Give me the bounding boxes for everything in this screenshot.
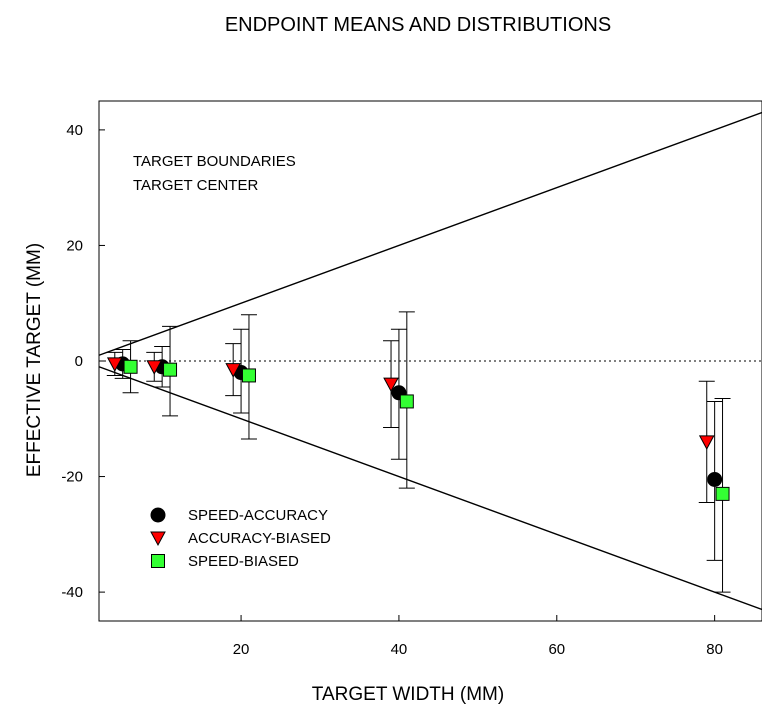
legend-marker-accuracy-biased xyxy=(150,531,166,547)
x-tick-label: 40 xyxy=(391,641,408,658)
y-tick-label: 20 xyxy=(66,237,83,254)
y-tick-label: 40 xyxy=(66,122,83,139)
y-tick-label: 0 xyxy=(75,353,83,370)
speed-biased-point xyxy=(241,368,256,383)
y-tick-label: -40 xyxy=(61,584,83,601)
annotation-target-boundaries: TARGET BOUNDARIES xyxy=(133,153,296,170)
x-tick-label: 80 xyxy=(706,641,723,658)
lower-boundary-line xyxy=(98,366,762,611)
accuracy-biased-point xyxy=(146,360,163,375)
accuracy-biased-point xyxy=(698,435,715,450)
legend-label-speed-biased: SPEED-BIASED xyxy=(188,553,299,570)
y-axis-label: EFFECTIVE TARGET (MM) xyxy=(24,243,45,477)
data-marks xyxy=(106,311,731,593)
speed-biased-point xyxy=(715,486,730,501)
speed-biased-point xyxy=(123,359,138,374)
speed-biased-point xyxy=(399,394,414,409)
accuracy-biased-point xyxy=(106,357,123,372)
legend-marker-speed-biased xyxy=(151,554,165,568)
annotation-target-center: TARGET CENTER xyxy=(133,177,258,194)
chart-title: ENDPOINT MEANS AND DISTRIBUTIONS xyxy=(225,14,611,36)
x-axis-label: TARGET WIDTH (MM) xyxy=(312,684,504,705)
upper-boundary-line xyxy=(98,111,762,356)
legend-label-accuracy-biased: ACCURACY-BIASED xyxy=(188,530,331,547)
accuracy-biased-point xyxy=(383,377,399,393)
x-tick-label: 20 xyxy=(233,641,250,658)
axes: 20 40 60 80 40 20 0 -20 -40 xyxy=(61,122,723,658)
legend-label-speed-accuracy: SPEED-ACCURACY xyxy=(188,507,328,524)
speed-biased-point xyxy=(163,362,178,377)
legend: SPEED-ACCURACY ACCURACY-BIASED SPEED-BIASE… xyxy=(150,507,331,570)
accuracy-biased-point xyxy=(225,363,242,378)
x-tick-label: 60 xyxy=(548,641,565,658)
legend-marker-speed-accuracy xyxy=(150,507,166,523)
speed-accuracy-point xyxy=(707,471,723,487)
y-tick-label: -20 xyxy=(61,469,83,486)
guide-lines xyxy=(98,111,762,611)
